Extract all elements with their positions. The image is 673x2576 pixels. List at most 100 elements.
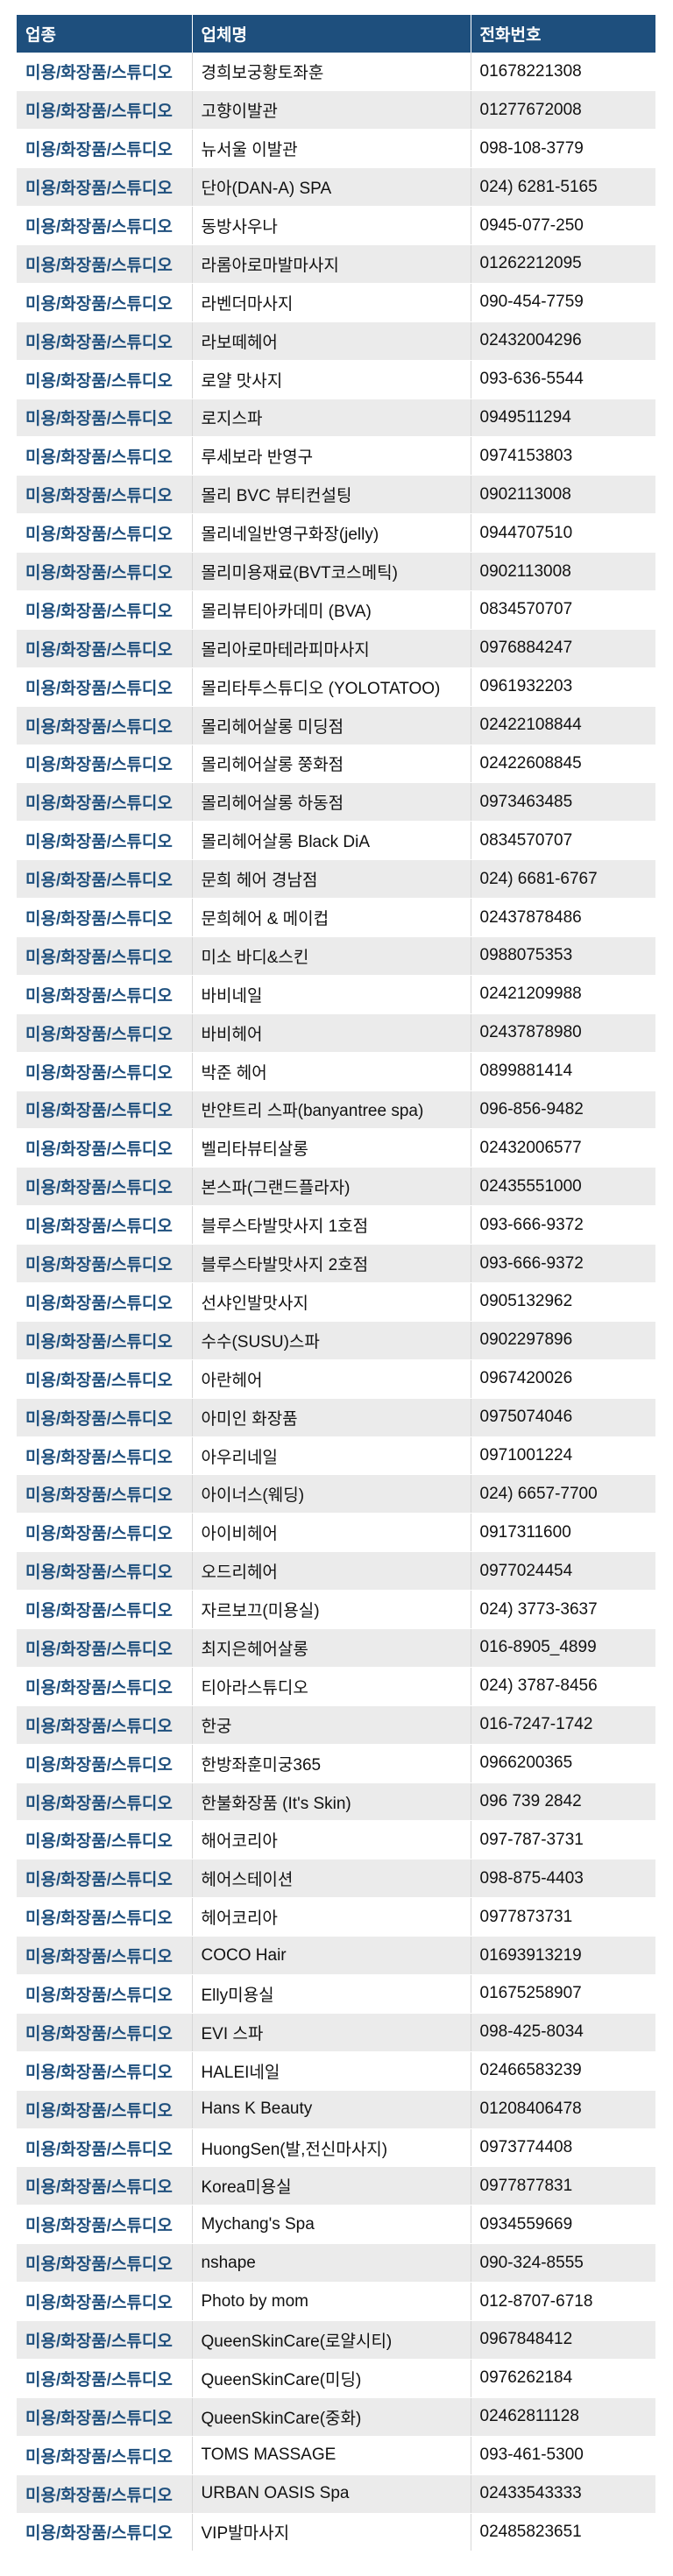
table-row: 미용/화장품/스튜디오 Hans K Beauty 01208406478 [17,2090,655,2129]
table-row: 미용/화장품/스튜디오 헤어코리아 0977873731 [17,1897,655,1937]
phone-cell: 098-108-3779 [471,129,655,169]
business-name-cell: 박준 헤어 [192,1052,471,1091]
business-name-cell: Mychang's Spa [192,2205,471,2245]
category-cell: 미용/화장품/스튜디오 [17,1052,193,1091]
business-name-cell: 뉴서울 이발관 [192,129,471,169]
phone-cell: 093-666-9372 [471,1244,655,1283]
category-cell: 미용/화장품/스튜디오 [17,399,193,438]
business-name-cell: 라롬아로마발마사지 [192,244,471,284]
table-row: 미용/화장품/스튜디오 몰리네일반영구화장(jelly) 0944707510 [17,513,655,554]
phone-cell: 0944707510 [471,513,655,554]
phone-cell: 02435551000 [471,1167,655,1207]
business-name-cell: 아란헤어 [192,1359,471,1399]
business-name-cell: 수수(SUSU)스파 [192,1321,471,1360]
category-cell: 미용/화장품/스튜디오 [17,782,193,822]
business-name-cell: QueenSkinCare(로얄시티) [192,2320,471,2360]
category-cell: 미용/화장품/스튜디오 [17,2320,193,2360]
category-cell: 미용/화장품/스튜디오 [17,629,193,668]
table-row: 미용/화장품/스튜디오 몰리뷰티아카데미 (BVA) 0834570707 [17,590,655,630]
business-name-cell: HALEI네일 [192,2051,471,2091]
table-row: 미용/화장품/스튜디오 박준 헤어 0899881414 [17,1052,655,1091]
table-row: 미용/화장품/스튜디오 QueenSkinCare(로얄시티) 0967848412 [17,2320,655,2360]
phone-cell: 096-856-9482 [471,1090,655,1130]
table-row: 미용/화장품/스튜디오 아미인 화장품 0975074046 [17,1398,655,1437]
table-row: 미용/화장품/스튜디오 미소 바디&스킨 0988075353 [17,936,655,976]
header-category: 업종 [17,15,193,53]
table-row: 미용/화장품/스튜디오 아이비헤어 0917311600 [17,1513,655,1553]
table-row: 미용/화장품/스튜디오 자르보끄(미용실) 024) 3773-3637 [17,1590,655,1630]
category-cell: 미용/화장품/스튜디오 [17,2051,193,2091]
business-name-cell: 문희 헤어 경남점 [192,859,471,900]
business-name-cell: 몰리아로마테라피마사지 [192,629,471,668]
business-name-cell: 바비헤어 [192,1013,471,1053]
business-name-cell: 로얄 맛사지 [192,360,471,399]
category-cell: 미용/화장품/스튜디오 [17,1474,193,1514]
phone-cell: 02432004296 [471,321,655,361]
category-cell: 미용/화장품/스튜디오 [17,1551,193,1591]
table-row: 미용/화장품/스튜디오 Korea미용실 0977877831 [17,2166,655,2206]
category-cell: 미용/화장품/스튜디오 [17,1859,193,1899]
phone-cell: 0902113008 [471,475,655,515]
business-name-cell: 바비네일 [192,975,471,1014]
phone-cell: 02462811128 [471,2397,655,2437]
business-name-cell: 블루스타발맛사지 2호점 [192,1244,471,1283]
category-cell: 미용/화장품/스튜디오 [17,1705,193,1745]
table-row: 미용/화장품/스튜디오 URBAN OASIS Spa 02433543333 [17,2474,655,2514]
business-name-cell: 미소 바디&스킨 [192,936,471,976]
category-cell: 미용/화장품/스튜디오 [17,2359,193,2398]
business-name-cell: HuongSen(발,전신마사지) [192,2128,471,2168]
business-name-cell: 선샤인발맛사지 [192,1282,471,1322]
header-business-name: 업체명 [192,15,471,53]
category-cell: 미용/화장품/스튜디오 [17,1782,193,1822]
category-cell: 미용/화장품/스튜디오 [17,1667,193,1706]
category-cell: 미용/화장품/스튜디오 [17,1398,193,1437]
phone-cell: 02485823651 [471,2513,655,2552]
table-row: 미용/화장품/스튜디오 헤어스테이션 098-875-4403 [17,1859,655,1899]
phone-cell: 02433543333 [471,2474,655,2514]
table-row: 미용/화장품/스튜디오 문희 헤어 경남점 024) 6681-6767 [17,859,655,900]
category-cell: 미용/화장품/스튜디오 [17,1013,193,1053]
table-row: 미용/화장품/스튜디오 바비헤어 02437878980 [17,1013,655,1053]
phone-cell: 0949511294 [471,399,655,438]
phone-cell: 0976884247 [471,629,655,668]
table-row: 미용/화장품/스튜디오 QueenSkinCare(미딩) 0976262184 [17,2359,655,2398]
table-row: 미용/화장품/스튜디오 바비네일 02421209988 [17,975,655,1014]
business-name-cell: 몰리타투스튜디오 (YOLOTATOO) [192,667,471,707]
category-cell: 미용/화장품/스튜디오 [17,1244,193,1283]
category-cell: 미용/화장품/스튜디오 [17,2513,193,2552]
category-cell: 미용/화장품/스튜디오 [17,2013,193,2052]
phone-cell: 01675258907 [471,1974,655,2014]
phone-cell: 016-8905_4899 [471,1628,655,1668]
business-name-cell: 몰리 BVC 뷰티컨설팅 [192,475,471,515]
category-cell: 미용/화장품/스튜디오 [17,2436,193,2475]
phone-cell: 0967848412 [471,2320,655,2360]
phone-cell: 02432006577 [471,1128,655,1168]
phone-cell: 098-425-8034 [471,2013,655,2052]
category-cell: 미용/화장품/스튜디오 [17,2474,193,2514]
business-name-cell: QueenSkinCare(미딩) [192,2359,471,2398]
table-row: 미용/화장품/스튜디오 몰리 BVC 뷰티컨설팅 0902113008 [17,475,655,515]
phone-cell: 0899881414 [471,1052,655,1091]
business-name-cell: 로지스파 [192,399,471,438]
category-cell: 미용/화장품/스튜디오 [17,2205,193,2245]
business-name-cell: nshape [192,2243,471,2283]
category-cell: 미용/화장품/스튜디오 [17,2397,193,2437]
table-row: 미용/화장품/스튜디오 HALEI네일 02466583239 [17,2051,655,2091]
business-name-cell: Hans K Beauty [192,2090,471,2129]
phone-cell: 0976262184 [471,2359,655,2398]
header-row: 업종 업체명 전화번호 [17,15,655,53]
table-row: 미용/화장품/스튜디오 반얀트리 스파(banyantree spa) 096-85… [17,1090,655,1130]
category-cell: 미용/화장품/스튜디오 [17,1590,193,1630]
category-cell: 미용/화장품/스튜디오 [17,1897,193,1937]
table-row: 미용/화장품/스튜디오 Elly미용실 01675258907 [17,1974,655,2014]
business-name-cell: Elly미용실 [192,1974,471,2014]
category-cell: 미용/화장품/스튜디오 [17,859,193,900]
phone-cell: 01262212095 [471,244,655,284]
category-cell: 미용/화장품/스튜디오 [17,360,193,399]
table-row: 미용/화장품/스튜디오 몰리아로마테라피마사지 0976884247 [17,629,655,668]
business-name-cell: 단아(DAN-A) SPA [192,167,471,208]
business-name-cell: 해어코리아 [192,1820,471,1860]
category-cell: 미용/화장품/스튜디오 [17,667,193,707]
table-row: 미용/화장품/스튜디오 오드리헤어 0977024454 [17,1551,655,1591]
category-cell: 미용/화장품/스튜디오 [17,1321,193,1360]
